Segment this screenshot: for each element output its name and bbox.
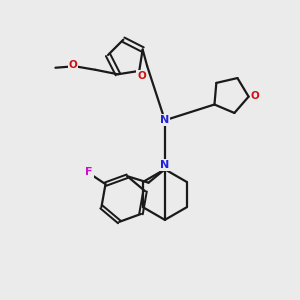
Text: O: O bbox=[251, 91, 260, 101]
Text: N: N bbox=[160, 160, 170, 170]
Text: N: N bbox=[160, 115, 170, 125]
Text: O: O bbox=[137, 71, 146, 81]
Text: O: O bbox=[69, 60, 78, 70]
Text: F: F bbox=[85, 167, 93, 177]
